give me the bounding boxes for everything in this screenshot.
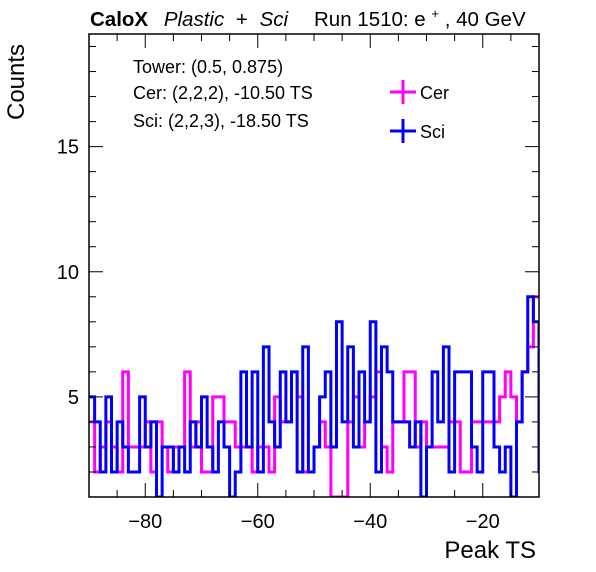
- title-run: Run 1510: e: [314, 8, 426, 31]
- title-brand: CaloX: [90, 8, 148, 31]
- info-tower: Tower: (0.5, 0.875): [133, 57, 283, 77]
- title-run-energy: , 40 GeV: [445, 8, 526, 31]
- title-sci: Sci: [260, 8, 290, 31]
- x-tick-label: −60: [241, 511, 275, 533]
- series-sci-line: [89, 295, 539, 497]
- title-run-sup: +: [431, 6, 439, 21]
- y-tick-label: 15: [57, 137, 79, 159]
- title-plus: +: [236, 8, 248, 31]
- x-tick-label: −20: [466, 511, 500, 533]
- y-tick-label: 10: [57, 262, 79, 284]
- x-tick-label: −80: [128, 511, 162, 533]
- legend-sci-marker: [390, 119, 416, 143]
- axes: −80 −60 −40 −20 5 10 15: [57, 33, 540, 533]
- x-axis-label: Peak TS: [444, 537, 536, 564]
- legend-cer-label: Cer: [420, 83, 449, 103]
- x-tick-label: −40: [353, 511, 387, 533]
- title-plastic: Plastic: [164, 8, 225, 31]
- y-tick-label: 5: [68, 387, 79, 409]
- chart-title: CaloX Plastic + Sci Run 1510: e + , 40 G…: [90, 0, 526, 31]
- legend-sci-label: Sci: [420, 122, 445, 142]
- info-sci: Sci: (2,2,3), -18.50 TS: [133, 111, 309, 131]
- legend: Cer Sci: [390, 80, 449, 143]
- y-axis-label: Counts: [3, 44, 30, 120]
- plot-series: [89, 295, 539, 497]
- legend-cer-marker: [390, 80, 416, 104]
- info-cer: Cer: (2,2,2), -10.50 TS: [133, 83, 313, 103]
